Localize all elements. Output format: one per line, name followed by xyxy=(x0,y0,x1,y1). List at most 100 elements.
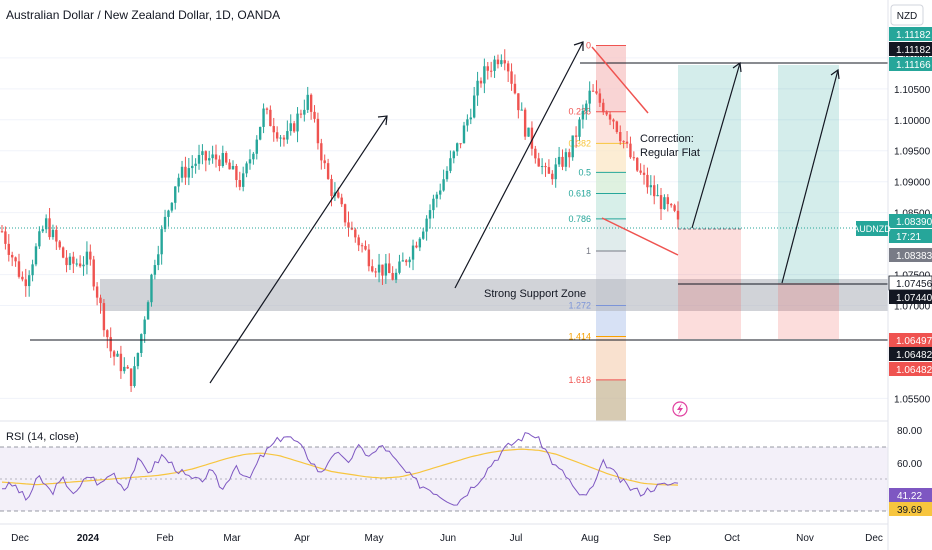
lightning-icon[interactable] xyxy=(672,401,688,417)
candle-body[interactable] xyxy=(61,247,65,258)
rsi-ma-line[interactable] xyxy=(1,448,679,486)
candle-body[interactable] xyxy=(435,194,439,199)
candle-body[interactable] xyxy=(123,366,126,372)
candle-body[interactable] xyxy=(170,202,174,211)
candle-body[interactable] xyxy=(248,159,252,164)
candle-body[interactable] xyxy=(350,227,354,230)
candle-body[interactable] xyxy=(551,173,554,180)
trend-arrows[interactable] xyxy=(209,41,840,384)
candle-body[interactable] xyxy=(343,204,347,223)
correction-channel-lower[interactable] xyxy=(601,217,679,256)
candle-body[interactable] xyxy=(588,90,591,104)
candle-body[interactable] xyxy=(265,108,269,110)
candle-body[interactable] xyxy=(309,94,313,112)
candle-body[interactable] xyxy=(432,198,435,211)
candle-body[interactable] xyxy=(381,264,384,276)
candle-body[interactable] xyxy=(425,218,428,232)
candle-body[interactable] xyxy=(0,231,4,233)
candle-body[interactable] xyxy=(510,71,513,84)
candle-body[interactable] xyxy=(238,180,241,187)
candle-body[interactable] xyxy=(659,195,663,210)
candle-body[interactable] xyxy=(608,114,612,120)
candle-body[interactable] xyxy=(622,141,625,143)
candle-body[interactable] xyxy=(554,164,557,180)
candle-body[interactable] xyxy=(371,266,374,272)
candle-body[interactable] xyxy=(14,257,17,262)
candle-body[interactable] xyxy=(377,264,381,273)
candle-body[interactable] xyxy=(187,168,191,178)
candle-body[interactable] xyxy=(564,152,568,167)
candle-body[interactable] xyxy=(513,83,517,94)
candle-body[interactable] xyxy=(649,185,653,188)
candle-body[interactable] xyxy=(581,110,585,120)
candle-body[interactable] xyxy=(51,229,55,238)
candle-body[interactable] xyxy=(99,297,102,304)
candle-body[interactable] xyxy=(636,157,639,171)
candle-body[interactable] xyxy=(269,109,272,127)
candle-body[interactable] xyxy=(483,66,486,84)
candle-body[interactable] xyxy=(595,91,598,94)
candle-body[interactable] xyxy=(58,241,61,248)
candle-body[interactable] xyxy=(255,139,258,154)
candle-body[interactable] xyxy=(146,302,150,320)
candle-body[interactable] xyxy=(612,119,615,122)
candle-body[interactable] xyxy=(116,353,119,357)
candle-body[interactable] xyxy=(578,119,581,137)
candle-body[interactable] xyxy=(119,353,123,372)
candle-body[interactable] xyxy=(442,179,445,191)
candle-body[interactable] xyxy=(292,123,296,132)
candle-body[interactable] xyxy=(374,271,377,273)
candle-body[interactable] xyxy=(191,165,194,169)
candle-body[interactable] xyxy=(422,231,425,239)
candle-body[interactable] xyxy=(527,127,530,137)
candle-body[interactable] xyxy=(41,229,44,232)
candle-body[interactable] xyxy=(231,165,235,170)
candle-body[interactable] xyxy=(218,159,221,167)
candle-body[interactable] xyxy=(303,109,306,115)
candle-body[interactable] xyxy=(289,123,292,132)
candle-body[interactable] xyxy=(133,366,136,386)
time-axis[interactable]: Dec 2024 Feb Mar Apr May Jun Jul Aug Sep Oct Nov Dec xyxy=(11,533,883,544)
candle-body[interactable] xyxy=(360,245,364,247)
candle-body[interactable] xyxy=(585,103,588,111)
candle-body[interactable] xyxy=(140,334,143,353)
candle-body[interactable] xyxy=(75,263,78,265)
candle-body[interactable] xyxy=(228,162,231,170)
candle-body[interactable] xyxy=(629,143,632,158)
candle-body[interactable] xyxy=(157,254,160,266)
candle-body[interactable] xyxy=(673,205,676,211)
candle-body[interactable] xyxy=(150,274,153,303)
candle-body[interactable] xyxy=(106,330,109,338)
candle-body[interactable] xyxy=(82,264,85,267)
candle-body[interactable] xyxy=(439,190,442,195)
candle-body[interactable] xyxy=(445,170,449,180)
candle-body[interactable] xyxy=(384,263,388,276)
candle-body[interactable] xyxy=(632,157,636,159)
candle-body[interactable] xyxy=(605,112,608,115)
candle-body[interactable] xyxy=(408,259,411,263)
candle-body[interactable] xyxy=(10,254,14,258)
candle-body[interactable] xyxy=(455,143,459,152)
candle-body[interactable] xyxy=(102,303,106,331)
candle-body[interactable] xyxy=(201,151,204,155)
candle-body[interactable] xyxy=(316,118,320,144)
candle-body[interactable] xyxy=(568,152,571,158)
candle-body[interactable] xyxy=(208,158,211,161)
candle-body[interactable] xyxy=(517,93,520,111)
candle-body[interactable] xyxy=(306,94,309,110)
candle-body[interactable] xyxy=(241,173,245,187)
candle-body[interactable] xyxy=(31,264,34,276)
candle-body[interactable] xyxy=(415,245,418,248)
candle-body[interactable] xyxy=(262,108,265,127)
candle-body[interactable] xyxy=(279,137,282,139)
candle-body[interactable] xyxy=(85,251,89,265)
candle-body[interactable] xyxy=(92,259,95,287)
candle-body[interactable] xyxy=(676,210,680,220)
candle-body[interactable] xyxy=(299,113,303,115)
candle-body[interactable] xyxy=(320,143,323,161)
candle-body[interactable] xyxy=(112,351,116,357)
candle-body[interactable] xyxy=(574,135,578,137)
candle-body[interactable] xyxy=(486,66,489,71)
candles[interactable] xyxy=(0,49,680,392)
